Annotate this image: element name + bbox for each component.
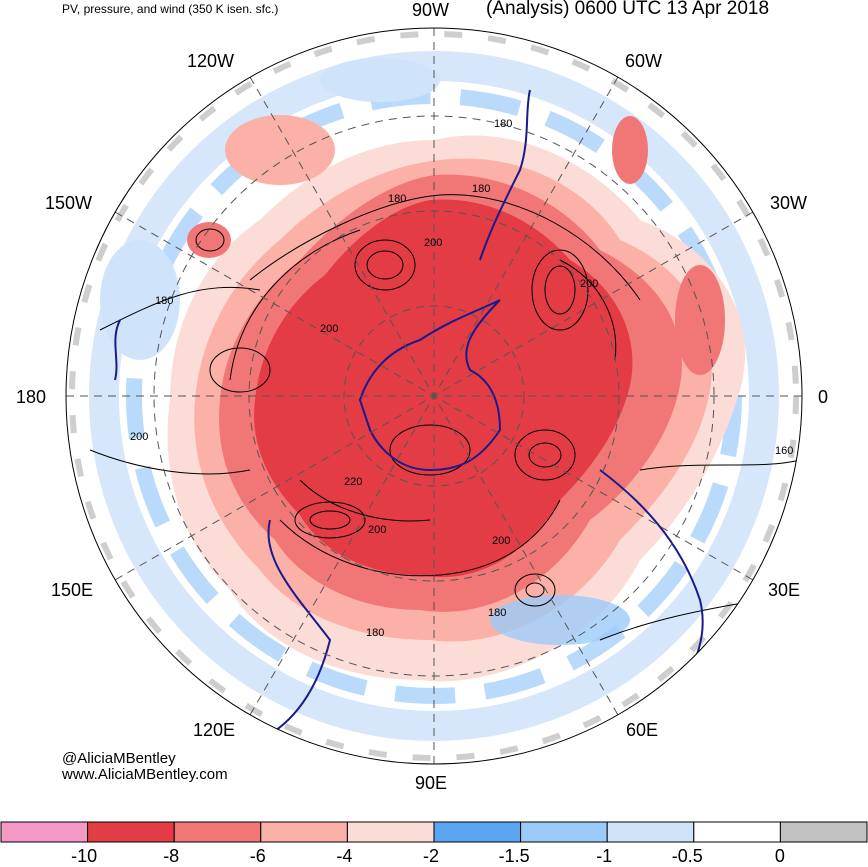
contour-label: 200	[320, 323, 338, 335]
contour-label: 180	[494, 118, 512, 130]
longitude-label-30e: 30E	[768, 580, 801, 600]
contour-label: 220	[344, 476, 362, 488]
colorbar-bin	[520, 821, 608, 843]
colorbar-tick-label: -8	[163, 846, 180, 866]
coastline	[114, 89, 704, 741]
map-subtitle: PV, pressure, and wind (350 K isen. sfc.…	[62, 2, 279, 16]
longitude-label-30w: 30W	[770, 193, 808, 213]
longitude-label-90w: 90W	[412, 0, 450, 20]
longitude-label-120e: 120E	[193, 720, 236, 740]
contour-label: 200	[492, 535, 510, 547]
map-border	[65, 27, 803, 765]
colorbar-bin	[87, 821, 175, 843]
author-website: www.AliciaMBentley.com	[62, 766, 228, 783]
colorbar-bin	[779, 821, 868, 843]
contour-label: 180	[388, 193, 406, 205]
longitude-label-180: 180	[16, 387, 47, 407]
pv-strong-region	[254, 199, 633, 578]
author-handle: @AliciaMBentley	[62, 750, 176, 767]
longitude-label-0: 0	[818, 387, 829, 407]
colorbar-bin	[260, 821, 348, 843]
map-title: (Analysis) 0600 UTC 13 Apr 2018	[486, 0, 770, 19]
colorbar-tick-label: -1.5	[498, 846, 530, 866]
colorbar-tick-label: -4	[336, 846, 353, 866]
colorbar-tick-label: -1	[596, 846, 613, 866]
contour-label: 180	[366, 627, 384, 639]
graticule	[66, 28, 802, 764]
colorbar-tick-label: 0	[774, 846, 785, 866]
longitude-label-60e: 60E	[626, 720, 659, 740]
colorbar-bin	[0, 821, 89, 843]
contour-label: 200	[130, 431, 148, 443]
contour-label: 200	[580, 278, 598, 290]
colorbar-bin	[433, 821, 522, 843]
colorbar-bin	[606, 821, 695, 843]
colorbar-tick-label: -0.5	[671, 846, 703, 866]
polar-map: 180 180 180 200 200 180 200 200 220 200 …	[65, 27, 803, 765]
contour-label: 180	[472, 183, 490, 195]
colorbar	[0, 821, 868, 843]
pressure-contours	[89, 194, 801, 641]
colorbar-tick-label: -10	[71, 846, 98, 866]
contour-label: 200	[424, 237, 442, 249]
longitude-label-90e: 90E	[415, 773, 448, 793]
colorbar-tick-label: -2	[423, 846, 440, 866]
colorbar-tick-label: -6	[249, 846, 266, 866]
colorbar-bin	[693, 821, 781, 843]
longitude-label-60w: 60W	[625, 51, 663, 71]
longitude-label-120w: 120W	[187, 51, 235, 71]
longitude-label-150e: 150E	[51, 580, 94, 600]
contour-label: 200	[368, 524, 386, 536]
colorbar-bin	[173, 821, 262, 843]
contour-label: 160	[775, 445, 793, 457]
contour-label: 180	[155, 295, 173, 307]
contour-label: 180	[488, 607, 506, 619]
longitude-label-150w: 150W	[45, 193, 93, 213]
colorbar-bin	[346, 821, 435, 843]
